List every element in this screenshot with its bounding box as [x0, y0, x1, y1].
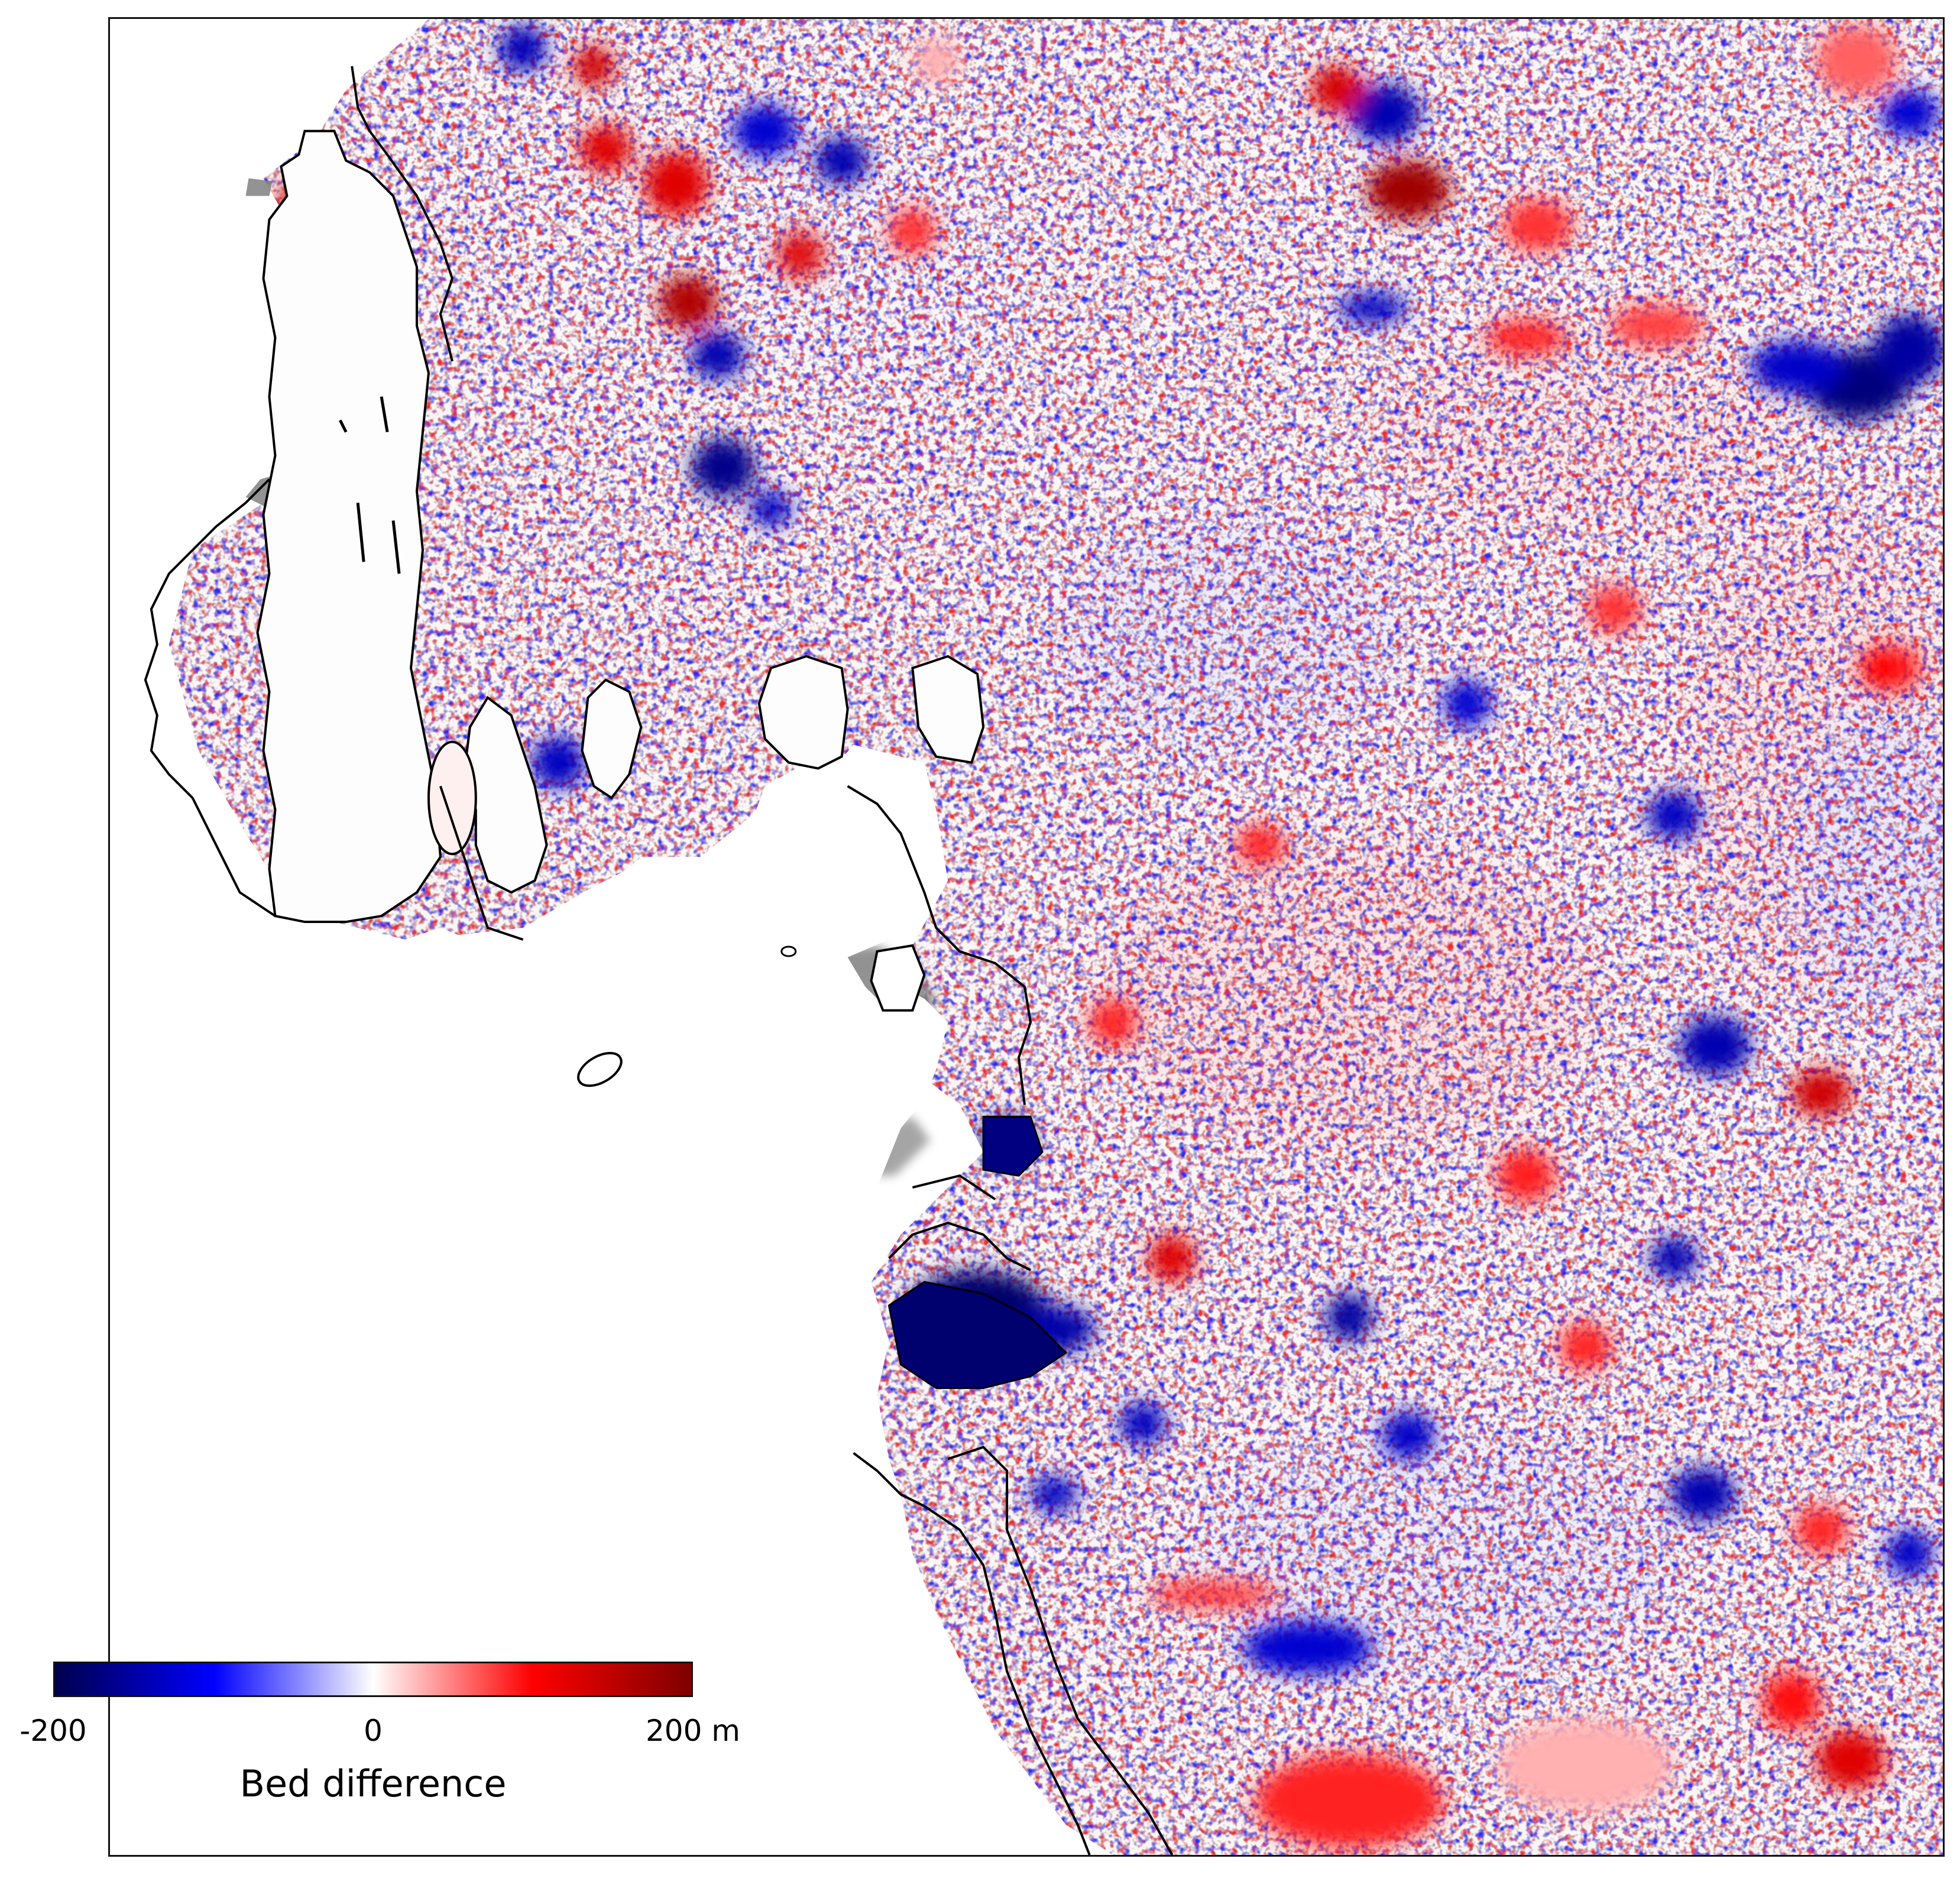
interior-coast	[888, 1174, 1031, 1271]
colorbar-title: Bed difference	[239, 1762, 507, 1805]
no-data-shadow	[245, 178, 273, 196]
colorbar-min-label: -200	[20, 1714, 87, 1748]
difference-field	[169, 19, 1943, 1855]
ice-streams	[339, 396, 401, 574]
colorbar-gradient	[53, 1662, 693, 1697]
enclosed-basin	[427, 740, 477, 856]
southern-coast	[947, 1446, 1174, 1855]
glacier-tongue	[870, 944, 926, 1012]
west-ice-sheet-coast	[144, 478, 276, 917]
ocean-mask	[110, 750, 960, 1855]
ice-cap	[911, 655, 985, 764]
ice-cap	[757, 655, 849, 770]
land-and-ice-masks	[110, 66, 1174, 1855]
small-island	[577, 1052, 623, 1087]
colorbar-max-label: 200 m	[645, 1714, 741, 1748]
bed-difference-map	[110, 19, 1943, 1855]
nunatak	[581, 678, 643, 800]
southern-coast	[853, 1452, 1091, 1855]
interior-coast	[351, 66, 524, 941]
interior-coast	[847, 785, 1032, 1105]
colorbar-mid-label: 0	[364, 1714, 383, 1748]
south-ice-lobe	[982, 1115, 1044, 1177]
west-ice-sheet	[256, 129, 442, 924]
small-island	[780, 946, 797, 957]
anomaly-blobs	[231, 24, 1943, 1849]
south-ice-lobe	[887, 1281, 1068, 1390]
map-panel[interactable]	[108, 17, 1945, 1857]
